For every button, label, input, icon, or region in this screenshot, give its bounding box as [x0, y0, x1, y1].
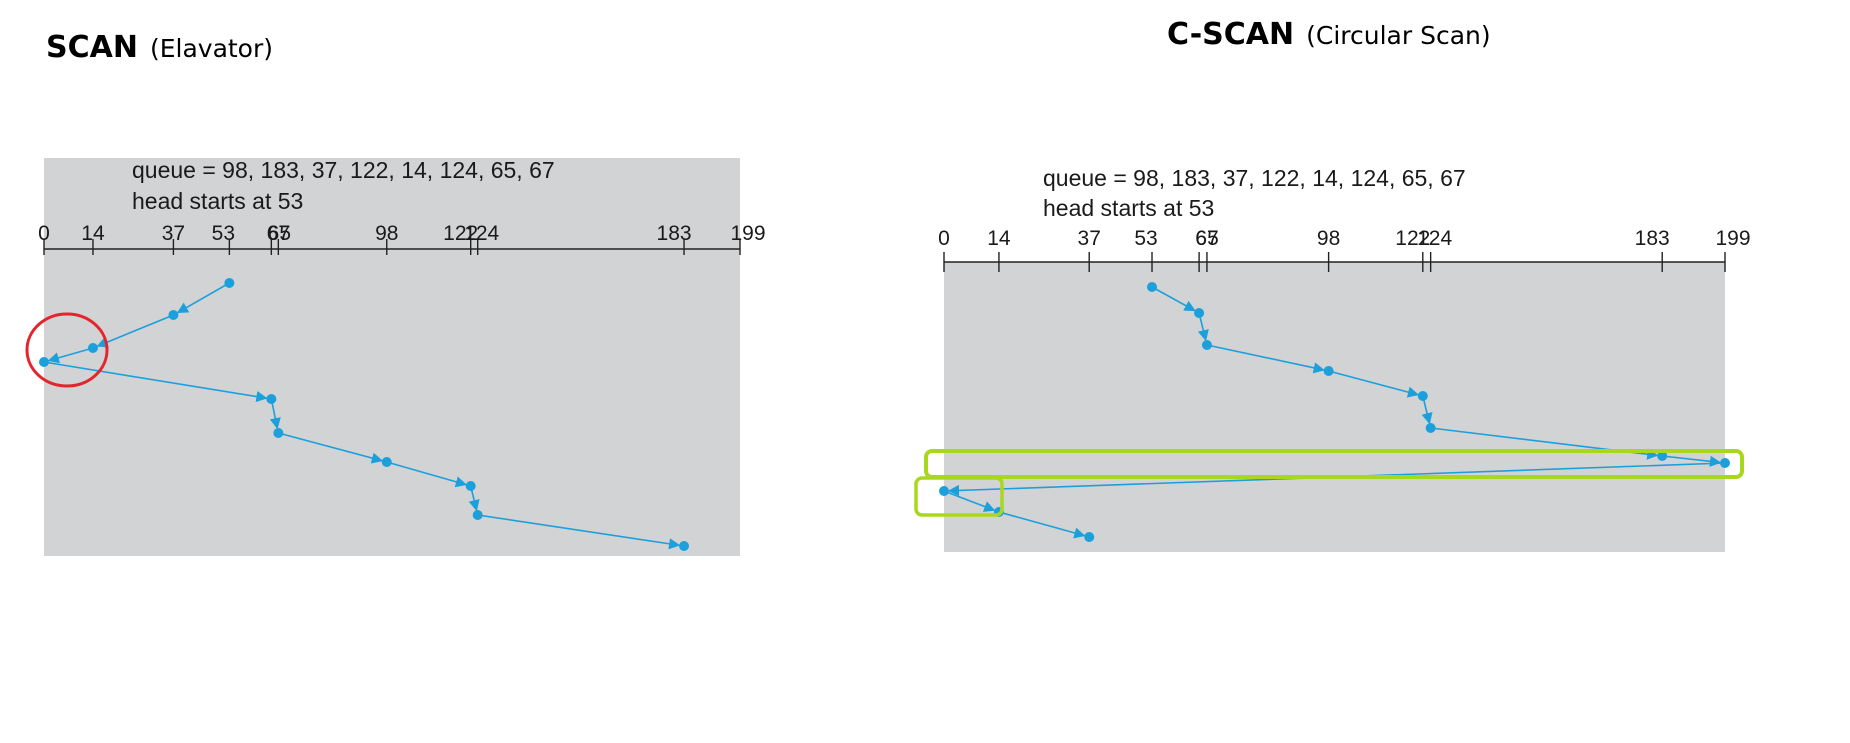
cscan-title-sub: (Circular Scan): [1306, 21, 1491, 50]
scan-path-segment: [43, 361, 268, 403]
green-start-highlight: [914, 476, 1004, 517]
scan-tick-label: 0: [38, 222, 50, 245]
scan-head-text: head starts at 53: [132, 188, 303, 214]
cscan-diagram: queue = 98, 183, 37, 122, 14, 124, 65, 6…: [914, 165, 1751, 552]
cscan-queue-text: queue = 98, 183, 37, 122, 14, 124, 65, 6…: [1043, 165, 1466, 191]
scan-request-point: [168, 310, 179, 320]
scan-request-point: [273, 428, 284, 438]
scan-tick-label: 67: [267, 222, 290, 245]
scan-head-path: [39, 278, 690, 551]
scan-request-point: [472, 510, 483, 520]
cscan-request-point: [939, 486, 949, 496]
cscan-tick-label: 0: [938, 227, 950, 250]
scan-request-point: [266, 394, 277, 404]
cscan-path-segment: [943, 490, 996, 512]
scan-title-main: SCAN: [46, 30, 138, 65]
cscan-tick-label: 122: [1395, 227, 1430, 250]
cscan-request-point: [1201, 340, 1212, 350]
scan-path-segment: [47, 347, 94, 364]
cscan-request-point: [1147, 282, 1158, 292]
cscan-path-segment: [1662, 455, 1722, 467]
scan-tick-label: 199: [730, 222, 765, 245]
red-circle-highlight: [25, 312, 109, 388]
scan-request-point: [39, 357, 49, 367]
cscan-tick-label: 67: [1195, 227, 1218, 250]
scan-request-point: [679, 541, 690, 551]
scan-tick-label: 53: [212, 222, 235, 245]
scan-request-point: [465, 481, 476, 491]
scan-diagram: queue = 98, 183, 37, 122, 14, 124, 65, 6…: [25, 157, 766, 556]
scan-path-segment: [176, 282, 230, 314]
cscan-request-point: [1720, 458, 1730, 468]
cscan-request-point: [1425, 423, 1436, 433]
scan-path-segment: [386, 461, 467, 488]
scan-title-sub: (Elavator): [149, 34, 274, 63]
scan-tick-label: 122: [443, 222, 478, 245]
cscan-request-point: [1657, 451, 1668, 461]
cscan-tick-label: 124: [1417, 227, 1452, 250]
scan-tick-label: 98: [375, 222, 398, 245]
cscan-tick-label: 14: [987, 227, 1011, 250]
scan-path-segment: [278, 432, 384, 464]
scan-tick-label: 37: [162, 222, 185, 245]
cscan-request-point: [1417, 391, 1428, 401]
green-return-highlight: [924, 449, 1744, 479]
cscan-path-segment: [1206, 344, 1325, 374]
scan-tick-label: 65: [268, 222, 291, 245]
cscan-title: C-SCAN (Circular Scan): [1167, 17, 1491, 52]
cscan-head-text: head starts at 53: [1043, 195, 1214, 221]
scan-tick-label: 183: [657, 222, 692, 245]
cscan-tick-label: 65: [1195, 227, 1218, 250]
scan-path-segment: [96, 314, 174, 348]
cscan-request-point: [1323, 366, 1334, 376]
scan-request-point: [87, 343, 98, 353]
cscan-tick-label: 37: [1078, 227, 1101, 250]
cscan-title-main: C-SCAN: [1167, 17, 1295, 52]
scan-queue-text: queue = 98, 183, 37, 122, 14, 124, 65, 6…: [132, 157, 555, 183]
scan-request-point: [381, 457, 392, 467]
cscan-tick-label: 199: [1715, 227, 1750, 250]
scan-title: SCAN (Elavator): [46, 30, 273, 65]
cscan-tick-label: 98: [1317, 227, 1340, 250]
scan-plot-area: [44, 158, 740, 556]
scan-path-segment: [477, 514, 681, 550]
cscan-request-point: [1194, 308, 1205, 318]
cscan-tick-label: 183: [1635, 227, 1670, 250]
cscan-request-point: [1084, 532, 1095, 542]
cscan-path-segment: [998, 511, 1086, 539]
scan-tick-label: 124: [464, 222, 499, 245]
scan-request-point: [224, 278, 235, 288]
cscan-plot-area: [944, 262, 1725, 552]
cscan-path-segment: [1328, 370, 1420, 398]
scan-tick-label: 14: [81, 222, 105, 245]
cscan-tick-label: 53: [1134, 227, 1157, 250]
cscan-path-segment: [1151, 286, 1196, 312]
